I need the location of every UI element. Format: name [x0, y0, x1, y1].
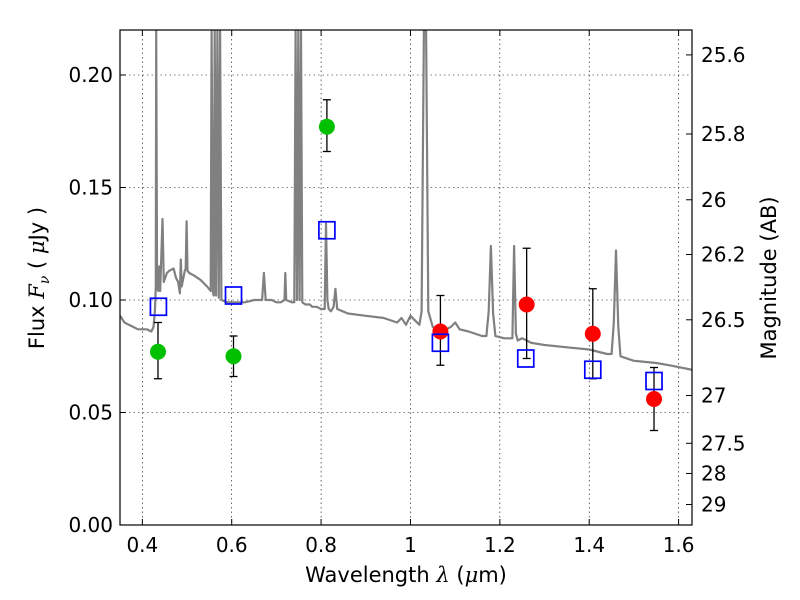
y-tick-label: 0.20 — [68, 63, 113, 87]
y-axis-title-unit-mu: μ — [25, 240, 49, 254]
red-point — [518, 296, 535, 313]
square-marker — [583, 360, 602, 380]
y-tick-label: 0.15 — [68, 176, 113, 200]
x-axis-title-unit-rest: m) — [478, 563, 507, 587]
x-axis-title-symbol: λ — [435, 563, 449, 587]
x-tick-label: 1.6 — [663, 533, 695, 557]
green-point — [318, 118, 335, 135]
right-tick-label: 29 — [701, 492, 726, 516]
right-tick-label: 25.8 — [701, 122, 746, 146]
error-bars — [153, 99, 659, 432]
red-point — [584, 325, 601, 342]
square-marker — [431, 333, 450, 353]
model-spectrum — [120, 30, 692, 371]
y-axis-title-text: Flux — [25, 305, 49, 349]
green-point — [149, 343, 166, 360]
red-point — [646, 391, 663, 407]
data-markers — [149, 118, 663, 407]
square-marker — [224, 286, 243, 305]
axis-ticks: 0.4 0.6 0.8 1 1.2 1.4 1.6 0.00 0.05 0.10 0.15 0.20 2… — [68, 30, 746, 557]
right-tick-label: 26.5 — [701, 308, 746, 332]
right-tick-label: 28 — [701, 461, 726, 485]
green-point — [225, 348, 242, 365]
right-tick-label: 26 — [701, 188, 726, 212]
x-axis-title-unit-open: ( — [450, 563, 465, 587]
x-tick-label: 0.4 — [126, 533, 158, 557]
x-axis-title-text: Wavelength — [305, 563, 430, 587]
right-tick-label: 25.6 — [701, 43, 746, 67]
model-spectrum-line — [120, 30, 692, 371]
right-tick-label: 27.5 — [701, 431, 746, 455]
grid-lines — [120, 30, 692, 526]
y-axis-title-symbol: F — [25, 283, 49, 300]
y-axis-title-unit-rest: Jy ) — [25, 207, 49, 243]
square-marker — [149, 297, 168, 317]
x-tick-label: 1.4 — [573, 533, 605, 557]
x-tick-label: 0.8 — [305, 533, 337, 557]
x-tick-label: 1 — [404, 533, 417, 557]
y-axis-title-unit-open: ( — [25, 254, 49, 269]
y-tick-label: 0.00 — [68, 513, 113, 537]
square-marker — [645, 371, 663, 391]
plot-frame — [119, 29, 693, 526]
x-axis-title: Wavelength λ (μm) — [305, 563, 507, 587]
x-axis-title-unit-mu: μ — [465, 563, 479, 587]
right-tick-label: 26.2 — [701, 242, 746, 266]
square-marker — [318, 220, 336, 240]
y-axis-title: Flux Fν ( μJy ) — [25, 207, 53, 349]
red-point — [432, 323, 449, 340]
y-axis-title-sub: ν — [37, 275, 53, 284]
x-tick-label: 0.6 — [216, 533, 248, 557]
y-tick-label: 0.05 — [68, 401, 113, 425]
right-axis-title: Magnitude (AB) — [757, 196, 781, 359]
square-marker — [516, 349, 535, 368]
y-tick-label: 0.10 — [68, 288, 113, 312]
x-tick-label: 1.2 — [484, 533, 516, 557]
right-tick-label: 27 — [701, 384, 726, 408]
